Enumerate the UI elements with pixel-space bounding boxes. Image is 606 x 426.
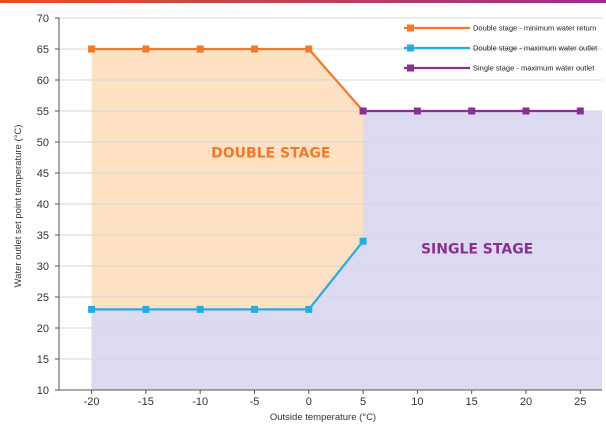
series-0-point-3 <box>250 45 258 53</box>
x-tick-labels: -20 -15 -10 -5 0 5 10 15 20 25 <box>84 396 587 408</box>
region-labels: DOUBLE STAGE SINGLE STAGE <box>211 146 533 258</box>
series-1-point-1 <box>142 305 150 313</box>
y-tick-label-1: 15 <box>37 354 49 366</box>
legend-marker-1 <box>407 44 414 52</box>
series-0-point-0 <box>88 45 96 53</box>
x-tick-label-5: 5 <box>360 396 366 408</box>
y-tick-label-10: 60 <box>37 75 49 87</box>
series-markers <box>88 45 584 313</box>
region-label-1: SINGLE STAGE <box>421 242 533 258</box>
series-line-0 <box>91 47 364 112</box>
y-tick-label-3: 25 <box>37 292 49 304</box>
legend: Double stage - minimum water return Doubl… <box>404 24 598 73</box>
series-1-point-2 <box>196 305 204 313</box>
series-1-point-3 <box>250 305 258 313</box>
x-tick-label-1: -15 <box>138 396 154 408</box>
series-line-1 <box>91 240 364 311</box>
y-tick-label-4: 30 <box>37 261 49 273</box>
x-tick-label-9: 25 <box>574 396 586 408</box>
axes <box>55 17 602 394</box>
y-tick-label-9: 55 <box>37 106 49 118</box>
legend-marker-2 <box>407 64 414 72</box>
y-tick-label-11: 65 <box>37 44 49 56</box>
region-label-0: DOUBLE STAGE <box>211 146 330 162</box>
x-tick-label-6: 10 <box>411 396 423 408</box>
regions <box>91 49 602 390</box>
series-2-point-2 <box>468 107 476 115</box>
series-2-point-4 <box>576 107 584 115</box>
region-fill-0 <box>91 49 364 310</box>
x-tick-label-8: 20 <box>520 396 532 408</box>
x-tick-label-3: -5 <box>250 396 260 408</box>
legend-label-1: Double stage - maximum water outlet <box>473 44 598 53</box>
series-1-point-5 <box>359 237 367 245</box>
x-axis-title: Outside temperature (°C) <box>270 412 376 423</box>
y-tick-label-0: 10 <box>37 385 49 397</box>
x-tick-label-2: -10 <box>192 396 208 408</box>
y-tick-label-6: 40 <box>37 199 49 211</box>
y-tick-labels: 10 15 20 25 30 35 40 45 50 55 60 65 70 <box>37 13 49 397</box>
y-tick-label-5: 35 <box>37 230 49 242</box>
y-tick-label-7: 45 <box>37 168 49 180</box>
legend-marker-0 <box>407 24 414 32</box>
x-tick-label-7: 15 <box>466 396 478 408</box>
x-tick-label-0: -20 <box>84 396 100 408</box>
series-0-point-2 <box>196 45 204 53</box>
series-1-point-0 <box>88 305 96 313</box>
series-2-point-3 <box>522 107 530 115</box>
y-tick-label-8: 50 <box>37 137 49 149</box>
y-axis-title: Water outlet set point temperature (°C) <box>13 125 24 288</box>
y-tick-label-12: 70 <box>37 13 49 25</box>
region-fill-1 <box>91 111 602 390</box>
y-tick-label-2: 20 <box>37 323 49 335</box>
series-0-point-4 <box>305 45 313 53</box>
series-0-point-1 <box>142 45 150 53</box>
legend-label-0: Double stage - minimum water return <box>473 24 596 33</box>
legend-label-2: Single stage - maximum water outlet <box>473 64 595 73</box>
top-stripe <box>0 0 606 3</box>
series-2-point-0 <box>359 107 367 115</box>
x-tick-label-4: 0 <box>306 396 312 408</box>
series-2-point-1 <box>413 107 421 115</box>
series-1-point-4 <box>305 305 313 313</box>
